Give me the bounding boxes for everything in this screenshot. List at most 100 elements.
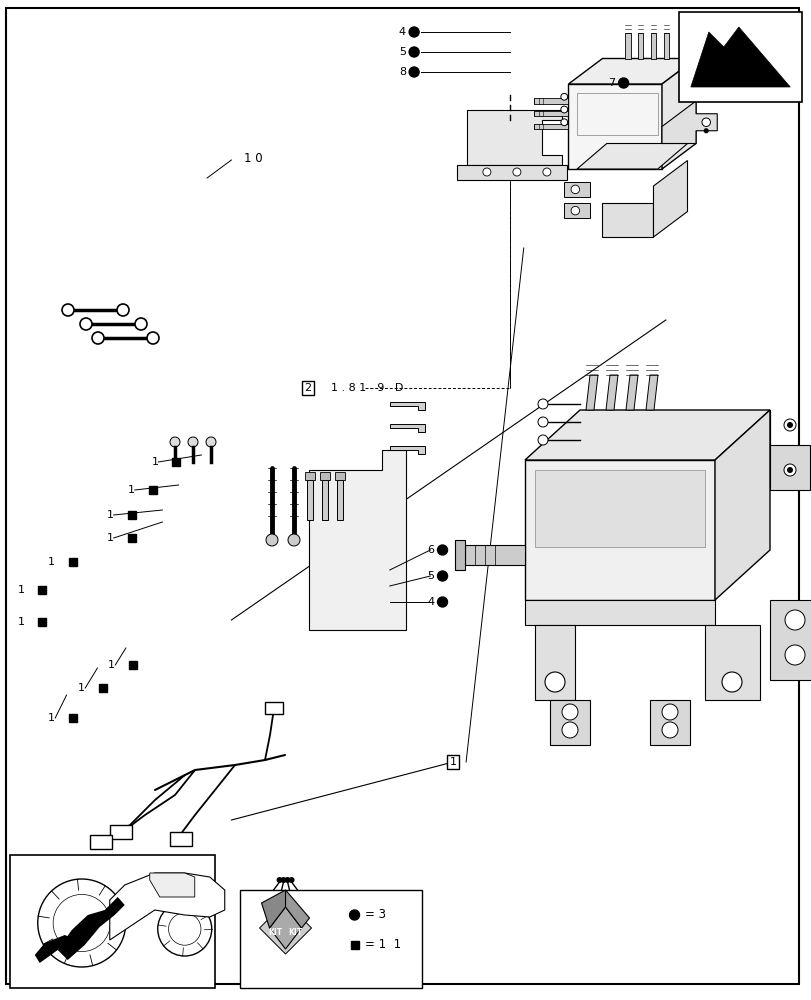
Polygon shape <box>308 450 406 630</box>
Circle shape <box>277 877 282 883</box>
Circle shape <box>661 704 677 720</box>
Bar <box>38 586 46 594</box>
Bar <box>322 480 328 520</box>
Polygon shape <box>704 625 759 700</box>
Text: 1: 1 <box>127 485 135 495</box>
Bar <box>564 203 589 218</box>
Polygon shape <box>714 410 769 600</box>
Circle shape <box>288 534 299 546</box>
Bar <box>10 855 215 988</box>
Circle shape <box>560 106 567 113</box>
Circle shape <box>409 27 418 37</box>
Polygon shape <box>769 600 811 680</box>
Polygon shape <box>605 375 617 410</box>
Bar <box>534 470 704 547</box>
Polygon shape <box>769 410 809 490</box>
Bar <box>99 684 107 692</box>
Bar <box>264 702 283 714</box>
Circle shape <box>701 118 710 127</box>
Circle shape <box>560 119 567 126</box>
Text: 1: 1 <box>108 660 115 670</box>
Circle shape <box>560 93 567 100</box>
Text: 1: 1 <box>106 510 114 520</box>
Text: KIT: KIT <box>268 928 282 937</box>
Polygon shape <box>534 98 568 104</box>
Polygon shape <box>637 33 642 59</box>
Text: 1: 1 <box>449 757 456 767</box>
Polygon shape <box>663 33 668 59</box>
Circle shape <box>349 910 359 920</box>
Circle shape <box>570 206 579 215</box>
Circle shape <box>561 704 577 720</box>
Circle shape <box>570 185 579 194</box>
Text: = 3: = 3 <box>364 908 385 921</box>
Text: 1: 1 <box>48 557 55 567</box>
Text: 1 . 8 1 - 9   D: 1 . 8 1 - 9 D <box>331 383 403 393</box>
Polygon shape <box>389 446 424 454</box>
Circle shape <box>147 332 159 344</box>
Text: 1: 1 <box>106 533 114 543</box>
Circle shape <box>783 419 795 431</box>
Bar <box>148 486 157 494</box>
Polygon shape <box>624 33 630 59</box>
Polygon shape <box>269 907 301 949</box>
Polygon shape <box>58 897 125 960</box>
Polygon shape <box>35 935 70 963</box>
Text: 7: 7 <box>607 78 615 88</box>
Circle shape <box>544 672 564 692</box>
Bar <box>69 558 77 566</box>
Text: = 1  1: = 1 1 <box>364 938 400 951</box>
Polygon shape <box>466 110 561 165</box>
Polygon shape <box>586 375 597 410</box>
Circle shape <box>169 437 180 447</box>
Polygon shape <box>534 124 568 129</box>
Polygon shape <box>525 600 714 625</box>
Text: 1: 1 <box>78 683 85 693</box>
Circle shape <box>618 78 628 88</box>
Polygon shape <box>568 59 695 84</box>
Bar <box>90 835 112 849</box>
Text: 1: 1 <box>151 457 158 467</box>
Polygon shape <box>646 375 657 410</box>
Polygon shape <box>260 902 311 954</box>
Polygon shape <box>549 700 590 745</box>
Polygon shape <box>602 203 653 237</box>
Text: 1: 1 <box>17 617 24 627</box>
Text: 4: 4 <box>427 597 434 607</box>
Circle shape <box>409 67 418 77</box>
Circle shape <box>117 304 129 316</box>
Text: 6: 6 <box>427 545 434 555</box>
Circle shape <box>62 304 74 316</box>
Polygon shape <box>690 27 789 87</box>
Polygon shape <box>661 59 695 169</box>
Bar <box>172 458 180 466</box>
Bar <box>307 480 312 520</box>
Circle shape <box>437 545 447 555</box>
Bar <box>564 182 589 197</box>
Bar <box>38 618 46 626</box>
Bar <box>350 941 358 949</box>
Text: 2: 2 <box>304 383 311 393</box>
Circle shape <box>483 168 491 176</box>
Circle shape <box>437 597 447 607</box>
Text: 8: 8 <box>398 67 406 77</box>
Circle shape <box>661 722 677 738</box>
Circle shape <box>561 722 577 738</box>
Polygon shape <box>389 424 424 432</box>
Circle shape <box>784 645 804 665</box>
Bar <box>335 472 345 480</box>
Circle shape <box>543 168 550 176</box>
Circle shape <box>206 437 216 447</box>
Polygon shape <box>149 873 195 897</box>
Circle shape <box>80 318 92 330</box>
Bar <box>577 93 657 135</box>
Circle shape <box>266 534 277 546</box>
Bar <box>305 472 315 480</box>
Polygon shape <box>389 402 424 410</box>
Polygon shape <box>465 545 525 565</box>
Polygon shape <box>534 625 574 700</box>
Bar <box>239 890 422 988</box>
Polygon shape <box>568 84 661 169</box>
Polygon shape <box>534 111 568 116</box>
Polygon shape <box>525 410 769 460</box>
